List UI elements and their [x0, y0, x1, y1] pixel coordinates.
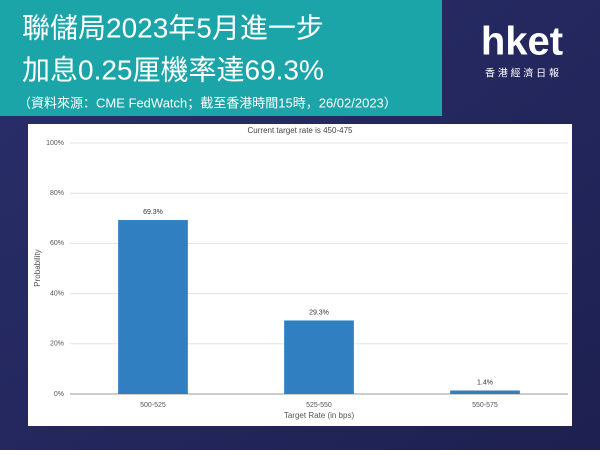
- y-tick-label: 100%: [46, 140, 64, 147]
- bar: [450, 390, 520, 394]
- y-tick-label: 60%: [50, 240, 64, 247]
- x-tick-label: 525-550: [306, 402, 332, 409]
- source: （資料來源：CME FedWatch；截至香港時間15時，26/02/2023）: [18, 95, 397, 111]
- logo-subtitle: 香 港 經 濟 日 報: [485, 67, 559, 80]
- bar: [284, 320, 354, 394]
- title-line: 加息0.25厘機率達69.3%: [22, 54, 324, 85]
- bar: [118, 220, 188, 394]
- title-line: 聯儲局2023年5月進一步: [22, 12, 324, 43]
- logo: hket: [481, 20, 563, 64]
- y-tick-label: 80%: [50, 190, 64, 197]
- header-banner: [0, 0, 442, 116]
- y-axis-label: Probability: [33, 249, 42, 286]
- x-axis-label: Target Rate (in bps): [284, 411, 355, 420]
- x-tick-label: 550-575: [472, 402, 498, 409]
- y-tick-label: 20%: [50, 341, 64, 348]
- value-label: 29.3%: [309, 309, 329, 316]
- x-tick-label: 500-525: [140, 402, 166, 409]
- y-tick-label: 0%: [54, 391, 64, 398]
- value-label: 1.4%: [477, 379, 493, 386]
- chart-title: Current target rate is 450-475: [248, 126, 353, 135]
- y-tick-label: 40%: [50, 290, 64, 297]
- value-label: 69.3%: [143, 209, 163, 216]
